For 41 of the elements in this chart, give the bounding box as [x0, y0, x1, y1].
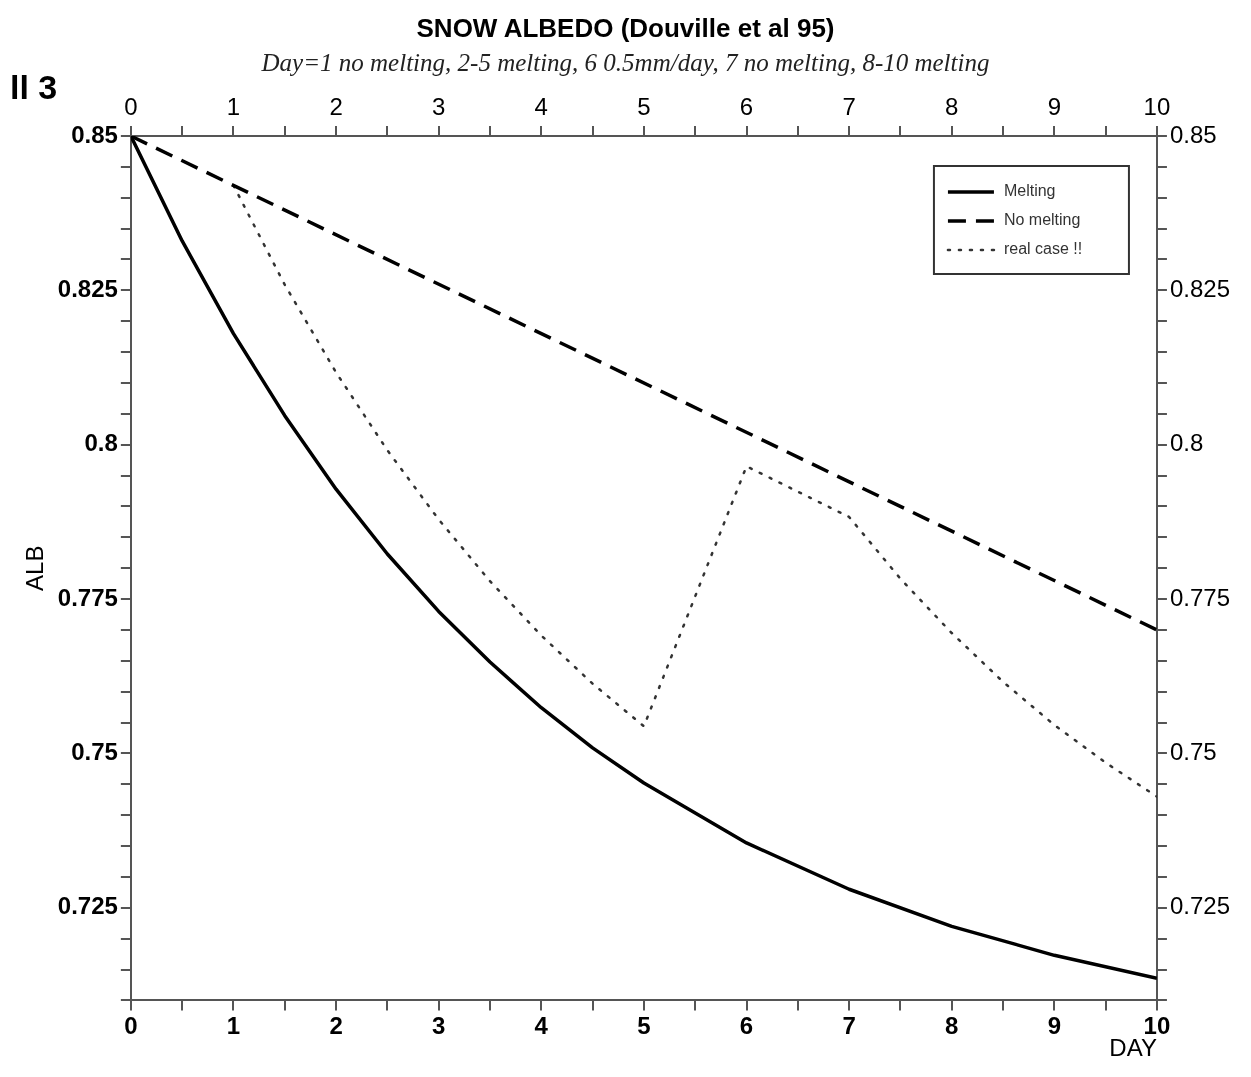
x-tick-label: 5 — [637, 1012, 651, 1040]
line-series — [232, 184, 1157, 798]
text: ll 3 — [10, 68, 58, 107]
y-tick-label: 0.775 — [57, 583, 118, 611]
legend-label: No melting — [1003, 211, 1081, 229]
x-tick-label: 8 — [945, 1012, 959, 1040]
x-tick-label: 9 — [1047, 1012, 1062, 1040]
x2-tick-label: 0 — [124, 93, 138, 121]
y-tick-label: 0.825 — [57, 274, 118, 302]
x2-tick-label: 10 — [1143, 93, 1171, 121]
x-tick-label: 4 — [534, 1012, 549, 1040]
chart-title: SNOW ALBEDO (Douville et al 95) — [416, 12, 835, 43]
y-axis-title: ALB — [21, 545, 49, 591]
y-tick-label: 0.8 — [84, 429, 118, 457]
x2-tick-label: 9 — [1047, 93, 1062, 121]
x-tick-label: 1 — [226, 1012, 241, 1040]
x-tick-label: 6 — [739, 1012, 754, 1040]
y-tick-label: 0.75 — [71, 738, 118, 766]
x-tick-label: 7 — [842, 1012, 856, 1040]
y2-tick-label: 0.8 — [1169, 429, 1204, 457]
legend-label: Melting — [1003, 182, 1056, 200]
x2-tick-label: 2 — [329, 93, 343, 121]
y-tick-label: 0.725 — [57, 892, 118, 920]
x2-tick-label: 4 — [534, 93, 548, 121]
x2-tick-label: 1 — [226, 93, 241, 121]
y2-tick-label: 0.75 — [1169, 738, 1217, 766]
x-tick-label: 2 — [329, 1012, 343, 1040]
legend-label: real case !! — [1003, 240, 1083, 258]
x-tick-label: 3 — [432, 1012, 446, 1040]
chart-subtitle: Day=1 no melting, 2-5 melting, 6 0.5mm/day, 7 no melting, 8-10 melting — [260, 48, 990, 76]
x2-tick-label: 6 — [739, 93, 754, 121]
x2-tick-label: 8 — [945, 93, 959, 121]
y-tick-label: 0.85 — [71, 120, 118, 148]
x2-tick-label: 3 — [432, 93, 446, 121]
x2-tick-label: 5 — [637, 93, 651, 121]
y2-tick-label: 0.775 — [1169, 583, 1230, 611]
x2-tick-label: 7 — [842, 93, 856, 121]
x-tick-label: 0 — [124, 1012, 138, 1040]
y2-tick-label: 0.85 — [1169, 120, 1217, 148]
y2-tick-label: 0.825 — [1169, 274, 1230, 302]
y2-tick-label: 0.725 — [1169, 892, 1230, 920]
